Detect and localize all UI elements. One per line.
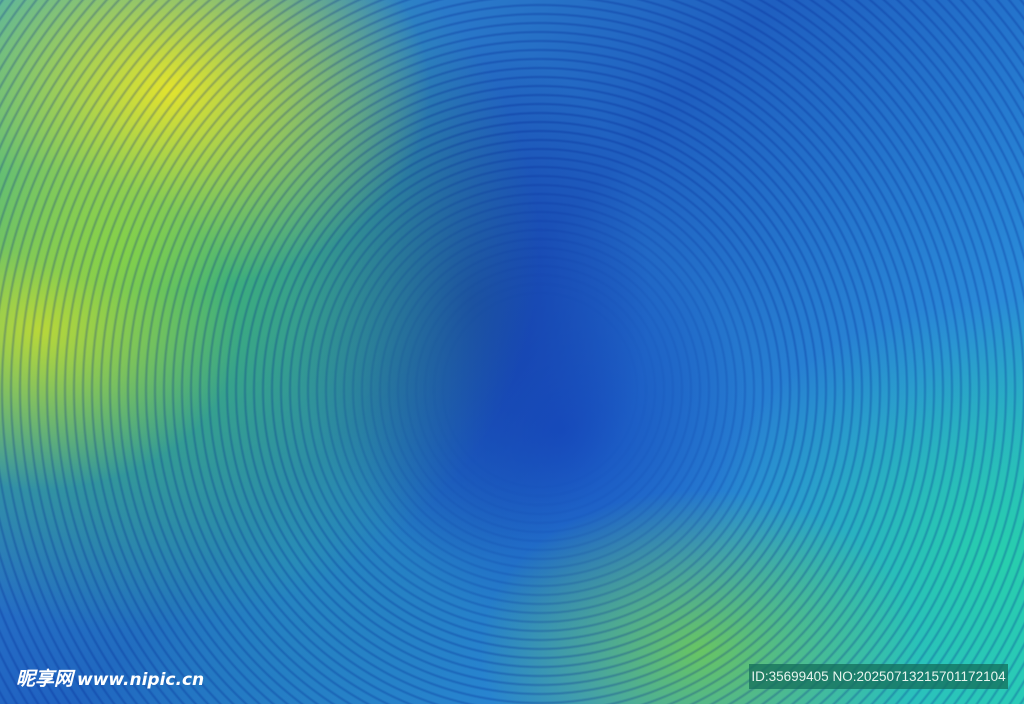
watermark-id: ID:35699405 NO:20250713215701172104 [749, 664, 1008, 689]
watermark-url: www.nipic.cn [77, 670, 205, 690]
watermark-brand: 昵享网 [16, 668, 74, 690]
watermark-logo: 昵享网 www.nipic.cn [16, 664, 204, 691]
